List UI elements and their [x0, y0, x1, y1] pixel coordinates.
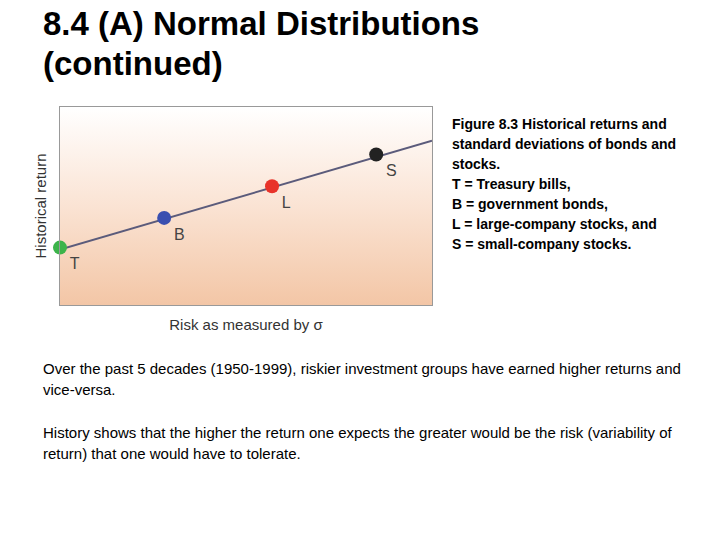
- svg-text:S: S: [386, 162, 397, 179]
- html-text:History shows that the higher: History shows that the higher the return…: [43, 424, 672, 462]
- html-text:L = large-company stocks, and: L = large-company stocks, and: [452, 216, 657, 232]
- html-text:Over the past 5 decades (1950-: Over the past 5 decades (1950-1999), ris…: [43, 360, 681, 398]
- svg-text:L: L: [282, 194, 291, 211]
- html-text:T = Treasury bills,: T = Treasury bills,: [452, 176, 571, 192]
- svg-text:T: T: [70, 255, 80, 272]
- html-text:B = government bonds,: B = government bonds,: [452, 196, 608, 212]
- svg-text:B: B: [174, 226, 185, 243]
- html-text:Figure 8.3 Historical returns: Figure 8.3 Historical returns and standa…: [452, 116, 676, 172]
- svg-text:Historical return: Historical return: [32, 153, 49, 258]
- html-text:(continued): (continued): [43, 45, 223, 82]
- svg-text:Risk as measured by σ: Risk as measured by σ: [169, 316, 323, 333]
- html-text:8.4 (A) Normal Distributions: 8.4 (A) Normal Distributions: [43, 5, 480, 42]
- html-text:S = small-company stocks.: S = small-company stocks.: [452, 236, 632, 252]
